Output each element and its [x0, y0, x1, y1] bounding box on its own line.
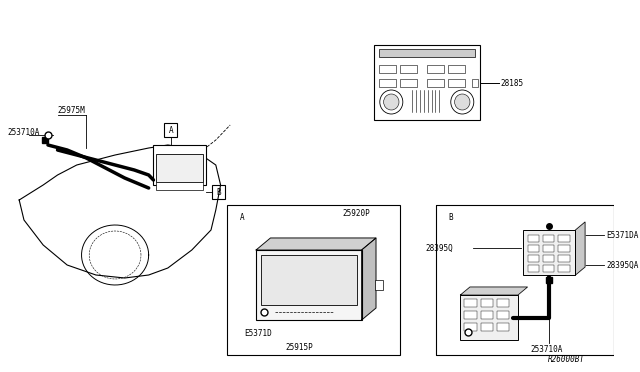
Bar: [523, 230, 575, 275]
Bar: [379, 65, 396, 73]
FancyBboxPatch shape: [212, 185, 225, 199]
Bar: [527, 265, 539, 272]
Bar: [472, 79, 477, 87]
Bar: [558, 235, 570, 242]
Bar: [427, 79, 444, 87]
Circle shape: [383, 94, 399, 110]
Bar: [448, 79, 465, 87]
Text: 28395QA: 28395QA: [606, 260, 639, 269]
Bar: [464, 323, 477, 331]
Bar: [156, 182, 204, 190]
Bar: [543, 245, 554, 252]
Text: 25920P: 25920P: [342, 208, 370, 218]
Bar: [481, 299, 493, 307]
Bar: [558, 255, 570, 262]
Text: 253710A: 253710A: [8, 128, 40, 137]
FancyBboxPatch shape: [444, 210, 458, 224]
Bar: [379, 79, 396, 87]
Bar: [527, 245, 539, 252]
Polygon shape: [460, 287, 527, 295]
Text: 28395Q: 28395Q: [426, 244, 454, 253]
Bar: [261, 255, 356, 305]
Bar: [400, 79, 417, 87]
Bar: [379, 49, 475, 57]
Text: A: A: [239, 212, 244, 221]
Bar: [558, 245, 570, 252]
Text: E5371D: E5371D: [244, 328, 273, 337]
Bar: [400, 65, 417, 73]
Bar: [464, 299, 477, 307]
Bar: [256, 250, 362, 320]
Text: R26000BT: R26000BT: [548, 355, 585, 364]
Bar: [427, 65, 444, 73]
Circle shape: [380, 90, 403, 114]
Bar: [558, 265, 570, 272]
Bar: [481, 323, 493, 331]
Bar: [543, 255, 554, 262]
Bar: [374, 45, 479, 120]
Bar: [527, 235, 539, 242]
Text: 25975M: 25975M: [58, 106, 85, 115]
Bar: [464, 311, 477, 319]
Text: 28185: 28185: [500, 78, 524, 87]
Text: B: B: [449, 212, 453, 221]
FancyBboxPatch shape: [235, 210, 248, 224]
Text: 25915P: 25915P: [285, 343, 313, 352]
Circle shape: [454, 94, 470, 110]
Bar: [227, 205, 400, 355]
Bar: [156, 154, 204, 182]
Bar: [154, 145, 206, 185]
Text: B: B: [216, 187, 221, 196]
Bar: [497, 311, 509, 319]
Bar: [481, 311, 493, 319]
Text: 253710A: 253710A: [531, 346, 563, 355]
Circle shape: [451, 90, 474, 114]
Bar: [543, 265, 554, 272]
Polygon shape: [256, 238, 376, 250]
Polygon shape: [362, 238, 376, 320]
Text: E5371DA: E5371DA: [606, 231, 639, 240]
Bar: [460, 295, 518, 340]
Text: A: A: [168, 125, 173, 135]
Polygon shape: [575, 222, 585, 275]
Bar: [543, 235, 554, 242]
Bar: [527, 255, 539, 262]
Bar: [497, 299, 509, 307]
Bar: [497, 323, 509, 331]
FancyBboxPatch shape: [164, 123, 177, 137]
Bar: [375, 280, 383, 290]
Bar: [436, 205, 614, 355]
Bar: [448, 65, 465, 73]
